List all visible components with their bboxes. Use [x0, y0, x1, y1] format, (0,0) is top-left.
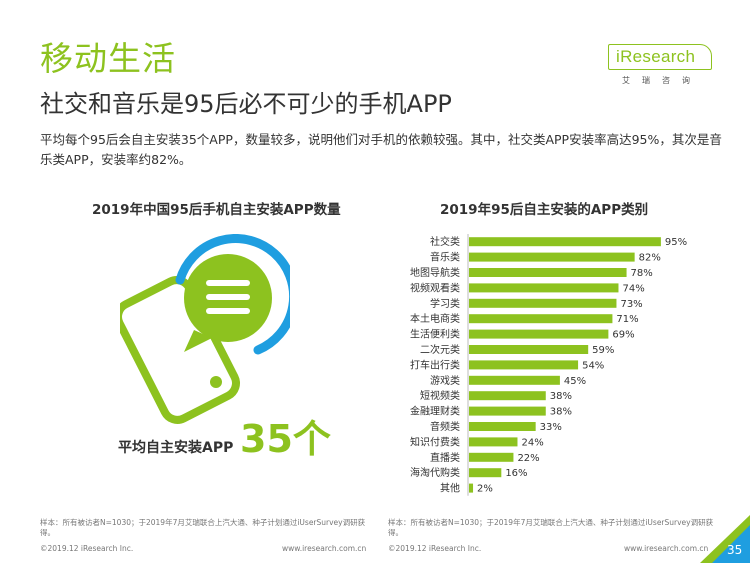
avg-install-value: 35个: [240, 417, 331, 461]
category-label: 直播类: [430, 451, 460, 464]
bar-value-label: 16%: [505, 468, 527, 479]
bar-value-label: 54%: [582, 360, 604, 371]
section-title: 移动生活: [40, 39, 176, 78]
bar: [469, 252, 635, 262]
bar-value-label: 69%: [612, 330, 634, 341]
left-url: www.iresearch.com.cn: [282, 544, 367, 553]
category-label: 本土电商类: [410, 312, 460, 325]
category-label: 二次元类: [420, 343, 460, 356]
bar-value-label: 78%: [631, 268, 653, 279]
category-label: 其他: [440, 482, 460, 495]
category-label: 生活便利类: [410, 328, 460, 341]
bar-value-label: 2%: [477, 484, 493, 495]
bar: [469, 298, 617, 308]
bar-value-label: 38%: [550, 407, 572, 418]
avg-install-label: 平均自主安装APP: [118, 440, 234, 456]
right-copyright: ©2019.12 iResearch Inc.: [388, 544, 482, 553]
category-label: 短视频类: [420, 389, 460, 402]
left-footnote: 样本：所有被访者N=1030；于2019年7月艾瑞联合上汽大通、种子计划通过iU…: [40, 518, 366, 537]
left-panel-title: 2019年中国95后手机自主安装APP数量: [92, 202, 341, 218]
page-number: 35: [727, 543, 743, 557]
bar: [469, 422, 536, 431]
bar-value-label: 33%: [540, 422, 562, 433]
left-copyright: ©2019.12 iResearch Inc.: [40, 544, 134, 553]
bar-value-label: 95%: [665, 237, 687, 248]
logo-frame: [608, 44, 712, 70]
phone-chat-illustration: [120, 234, 290, 424]
category-label: 视频观看类: [410, 281, 460, 294]
category-label: 打车出行类: [410, 358, 460, 371]
corner-decoration: [700, 515, 750, 563]
bar: [469, 468, 502, 478]
summary-text: 平均每个95后会自主安装35个APP，数量较多，说明他们对手机的依赖较强。其中，…: [40, 132, 722, 167]
category-label: 学习类: [430, 297, 460, 310]
bar: [469, 375, 560, 385]
right-url: www.iresearch.com.cn: [624, 544, 709, 553]
bar: [469, 314, 613, 324]
bar-value-label: 73%: [620, 299, 642, 310]
category-label: 海淘代购类: [410, 466, 460, 479]
bar-value-label: 59%: [592, 345, 614, 356]
category-label: 金融理财类: [410, 405, 460, 418]
bar: [469, 452, 514, 462]
iresearch-logo: iResearch 艾瑞咨询: [608, 44, 718, 86]
category-label: 地图导航类: [410, 266, 460, 279]
bar: [469, 237, 661, 247]
logo-subtitle: 艾瑞咨询: [622, 76, 702, 85]
category-label: 知识付费类: [410, 435, 460, 448]
bar-value-label: 74%: [622, 283, 644, 294]
right-footnote: 样本：所有被访者N=1030；于2019年7月艾瑞联合上汽大通、种子计划通过iU…: [388, 518, 714, 537]
bar: [469, 268, 627, 277]
category-label: 社交类: [430, 235, 460, 248]
bar: [469, 483, 474, 493]
bar: [469, 391, 546, 401]
category-label: 音乐类: [430, 251, 460, 264]
bar-value-label: 24%: [521, 437, 543, 448]
bar-value-label: 71%: [616, 314, 638, 325]
bar: [469, 345, 589, 354]
bar: [469, 283, 619, 293]
app-category-bar-chart: 社交类 95% 音乐类 82% 地图导航类 78% 视频观看类 74% 学习类 73% 本土电商类 7…: [410, 234, 687, 496]
bar-value-label: 22%: [517, 453, 539, 464]
bar: [469, 437, 518, 447]
bar-value-label: 38%: [550, 391, 572, 402]
headline: 社交和音乐是95后必不可少的手机APP: [40, 90, 452, 118]
right-panel-title: 2019年95后自主安装的APP类别: [440, 202, 649, 218]
bar: [469, 329, 609, 339]
bar: [469, 406, 546, 416]
bar-value-label: 45%: [564, 376, 586, 387]
chat-bubble-icon: [175, 234, 290, 355]
category-label: 音频类: [430, 420, 460, 433]
category-label: 游戏类: [430, 374, 460, 387]
bar: [469, 360, 579, 370]
bar-value-label: 82%: [639, 253, 661, 264]
logo-wordmark: iResearch: [616, 47, 696, 66]
